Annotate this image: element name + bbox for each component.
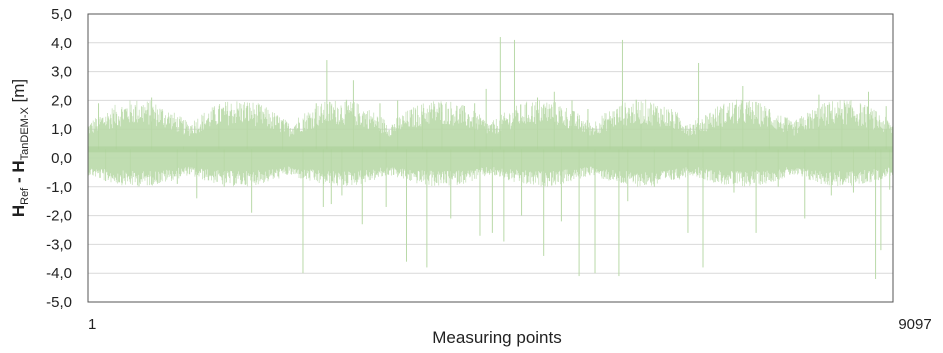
x-tick-labels: 1 9097 <box>88 316 932 333</box>
y-tick-label: -5,0 <box>46 294 72 311</box>
y-tick-label: 2,0 <box>51 92 72 109</box>
x-axis-label: Measuring points <box>432 328 561 347</box>
y-tick-label: -2,0 <box>46 208 72 225</box>
plot-frame <box>87 13 894 303</box>
y-tick-label: 1,0 <box>51 121 72 138</box>
y-tick-label: -4,0 <box>46 265 72 282</box>
x-tick-label: 1 <box>88 316 96 333</box>
y-tick-label: 0,0 <box>51 150 72 167</box>
y-axis-label-sub1: Ref <box>19 187 31 205</box>
y-axis-label-unit: [m] <box>9 79 28 107</box>
y-axis-label: HRef - HTanDEM-X [m] <box>9 79 31 217</box>
y-tick-label: 3,0 <box>51 64 72 81</box>
y-axis-label-mid: - H <box>9 160 28 187</box>
y-tick-labels: 5,0 4,0 3,0 2,0 1,0 0,0 -1,0 -2,0 -3,0 -4,0 -5,0 <box>46 6 72 311</box>
y-tick-label: -3,0 <box>46 236 72 253</box>
y-tick-label: -1,0 <box>46 179 72 196</box>
y-axis-label-sub2: TanDEM-X <box>19 107 31 161</box>
y-tick-label: 5,0 <box>51 6 72 23</box>
x-tick-label: 9097 <box>898 316 931 333</box>
series-noise <box>87 99 893 187</box>
y-axis-label-main: H <box>9 205 28 217</box>
y-tick-label: 4,0 <box>51 35 72 52</box>
series-plot <box>87 37 893 279</box>
